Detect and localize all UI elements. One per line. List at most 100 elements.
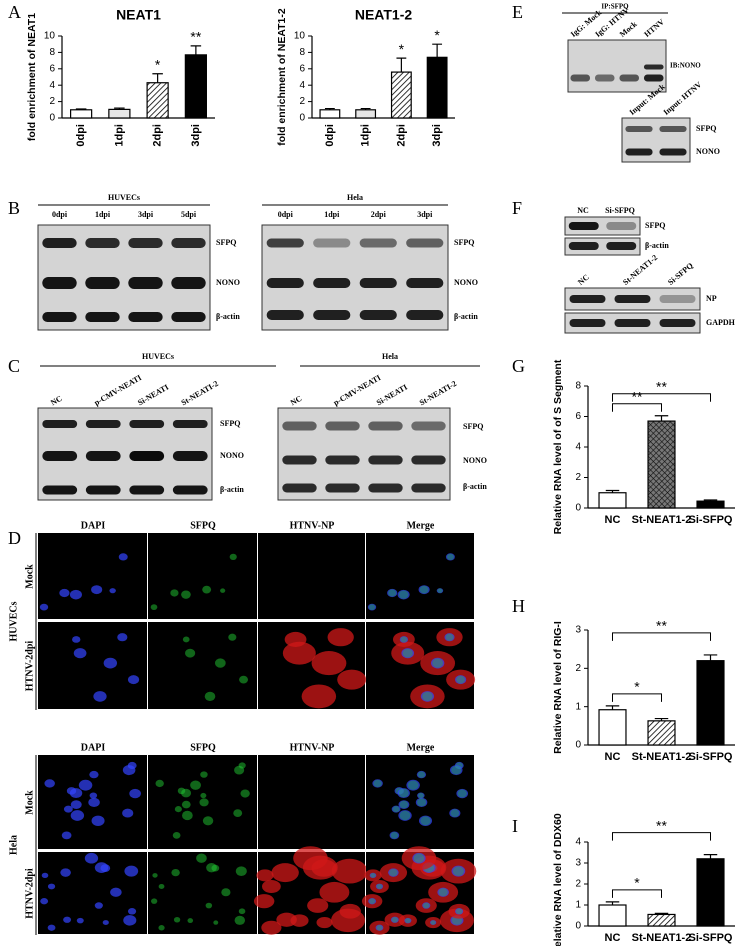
cell xyxy=(316,916,333,929)
y-tick-label: 10 xyxy=(44,31,56,42)
nucleus xyxy=(399,636,409,643)
significance: ** xyxy=(632,388,643,404)
y-axis-label: Relative RNA level of DDX60 xyxy=(552,813,564,946)
band xyxy=(325,483,360,493)
nucleus xyxy=(205,902,213,909)
nucleus xyxy=(418,815,433,827)
nucleus xyxy=(117,633,128,642)
nucleus xyxy=(94,902,103,909)
band xyxy=(128,277,163,289)
band xyxy=(606,222,637,230)
channel-label: HTNV-NP xyxy=(290,520,335,531)
panel-label: H xyxy=(512,596,525,616)
nucleus xyxy=(452,866,464,876)
y-axis-label: fold enrichment of NEAT1-2 xyxy=(276,8,288,146)
nucleus xyxy=(122,765,136,776)
error-bar xyxy=(360,107,371,110)
nucleus xyxy=(229,553,237,561)
bar xyxy=(598,904,627,927)
nucleus xyxy=(69,589,82,600)
y-tick-label: 3 xyxy=(575,858,581,869)
band xyxy=(659,148,687,156)
cell xyxy=(301,684,337,709)
error-bar xyxy=(703,499,718,502)
significance: * xyxy=(634,679,640,695)
nucleus xyxy=(397,788,410,799)
cell xyxy=(307,898,329,913)
blot-label: β-actin xyxy=(220,485,244,494)
band xyxy=(313,310,351,320)
band xyxy=(313,238,351,248)
nucleus xyxy=(158,925,165,931)
band xyxy=(42,451,78,461)
nucleus xyxy=(406,779,420,791)
nucleus xyxy=(61,831,72,840)
nucleus xyxy=(455,675,467,685)
nucleus xyxy=(122,808,134,818)
nucleus xyxy=(450,809,460,817)
nucleus xyxy=(420,691,435,702)
blot-label: 3dpi xyxy=(138,210,154,219)
nucleus xyxy=(200,771,208,778)
nucleus xyxy=(430,920,437,926)
band xyxy=(42,420,78,428)
blot-label: NC xyxy=(577,206,589,215)
blot-label: β-actin xyxy=(645,241,669,250)
blot-label: Si-NEATI xyxy=(136,382,170,407)
y-tick-label: 8 xyxy=(299,47,305,58)
blot-label: Hela xyxy=(347,193,363,202)
band xyxy=(569,295,606,303)
blot-label: SFPQ xyxy=(696,124,716,133)
x-tick-label: St-NEAT1-2 xyxy=(632,751,692,763)
y-tick-label: 2 xyxy=(575,472,581,483)
nucleus xyxy=(150,604,158,611)
blot-label: NONO xyxy=(463,456,487,465)
nucleus xyxy=(413,853,425,863)
x-tick-label: 1dpi xyxy=(360,124,372,147)
nucleus xyxy=(407,780,419,790)
significance: ** xyxy=(656,817,667,833)
bracket xyxy=(612,393,711,402)
nucleus xyxy=(432,658,444,668)
y-tick-label: 0 xyxy=(575,503,581,514)
nucleus xyxy=(123,915,137,926)
blot-label: NC xyxy=(289,394,304,408)
nucleus xyxy=(202,585,212,594)
nucleus xyxy=(423,902,430,909)
blot-label: Si-SFPQ xyxy=(666,261,695,287)
bar xyxy=(696,858,725,927)
nucleus xyxy=(118,553,128,561)
band xyxy=(625,148,653,156)
micrograph xyxy=(38,622,147,709)
bracket xyxy=(612,889,662,898)
blot-label: HUVECs xyxy=(142,352,174,361)
y-tick-label: 2 xyxy=(575,663,581,674)
y-tick-label: 1 xyxy=(575,701,581,712)
nucleus xyxy=(103,657,118,669)
nucleus xyxy=(190,780,201,790)
band xyxy=(625,126,653,132)
blot-label: IP:SFPQ xyxy=(601,3,629,11)
band xyxy=(368,455,403,465)
nucleus xyxy=(214,658,226,668)
channel-label: DAPI xyxy=(81,742,106,753)
blot-label: 3dpi xyxy=(417,210,433,219)
band xyxy=(614,295,651,303)
nucleus xyxy=(199,798,209,807)
blot-label: Input: HTNV xyxy=(662,80,704,117)
nucleus xyxy=(399,800,409,809)
nucleus xyxy=(76,917,84,924)
bar xyxy=(426,56,448,119)
nucleus xyxy=(398,810,412,821)
band xyxy=(129,420,165,428)
band xyxy=(171,277,206,289)
nucleus xyxy=(152,873,158,878)
nucleus xyxy=(438,888,448,897)
band xyxy=(313,278,351,288)
band xyxy=(128,238,163,248)
blot-label: β-actin xyxy=(454,312,478,321)
nucleus xyxy=(234,765,245,775)
nucleus xyxy=(72,636,81,643)
band xyxy=(85,277,120,289)
